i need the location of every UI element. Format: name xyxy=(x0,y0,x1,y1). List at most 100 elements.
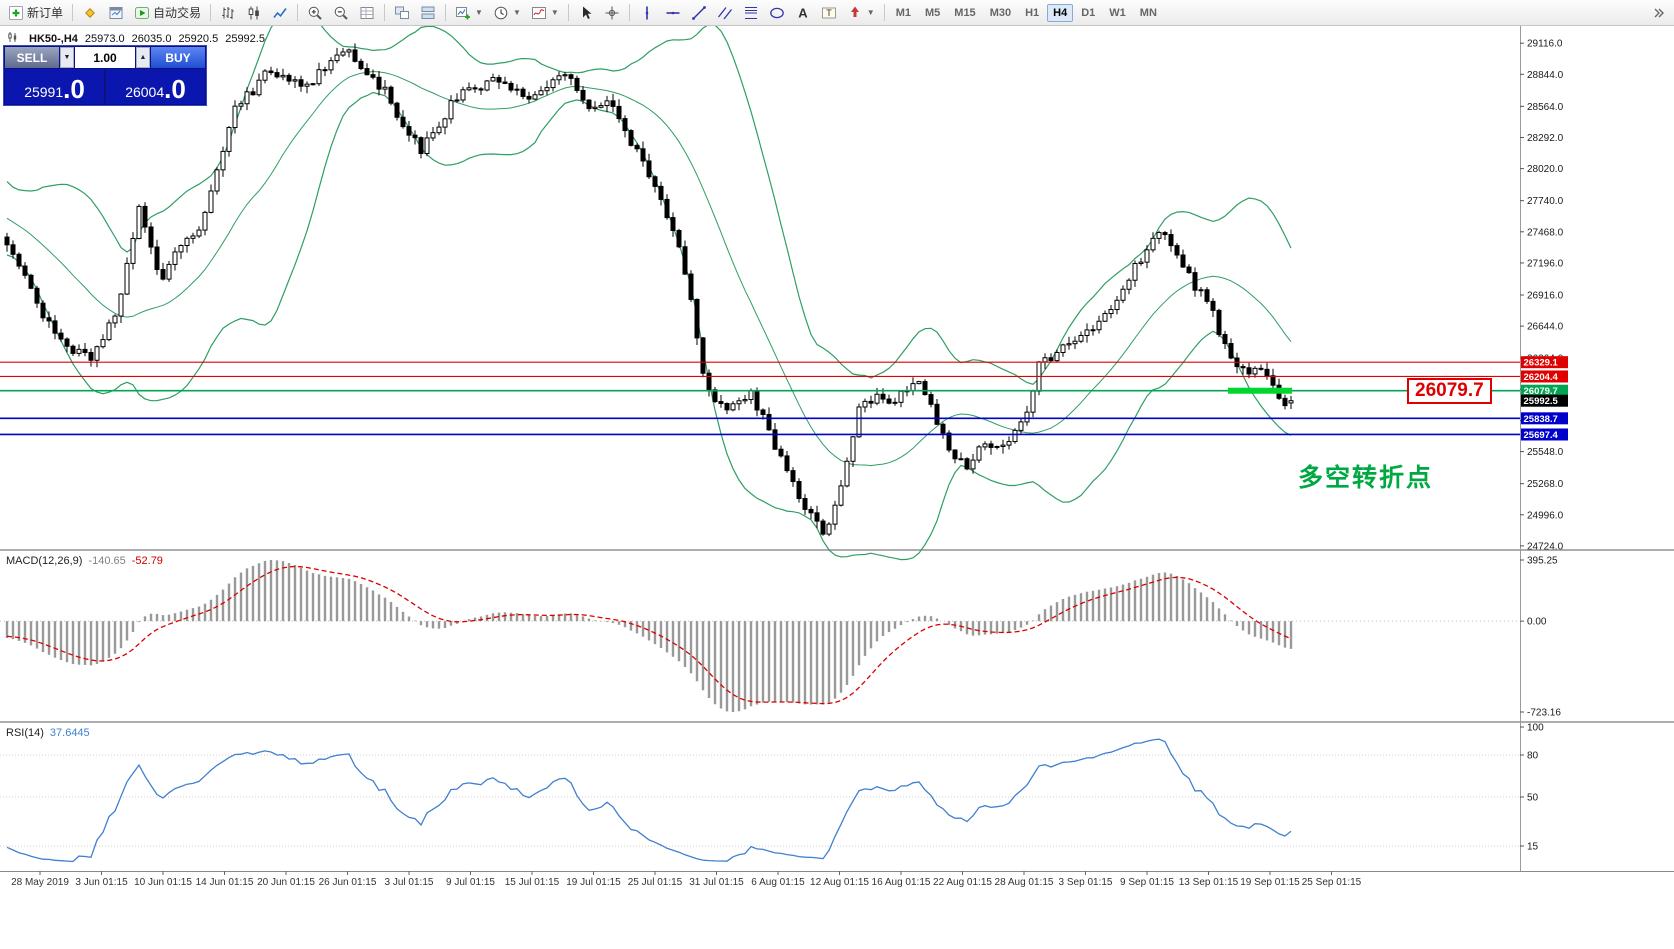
rsi-line xyxy=(6,738,1292,863)
rsi-value: 37.6445 xyxy=(49,727,90,739)
price-tag-26204.4: 26204.4 xyxy=(1521,370,1568,383)
metaeditor-icon xyxy=(82,5,98,21)
new-order-button[interactable]: 新订单 xyxy=(4,1,67,25)
sell-price-display[interactable]: 25991.0 xyxy=(5,69,104,104)
volume-increase-button[interactable]: ▲ xyxy=(136,47,150,68)
price-axis: 29116.0 28844.0 28564.0 28292.0 28020.0 27740… xyxy=(1520,39,1564,552)
one-click-trading-panel: SELL ▼ ▲ BUY 25991.0 26004.0 xyxy=(3,45,207,106)
candlestick-series xyxy=(4,43,1294,537)
template-icon xyxy=(531,5,547,21)
svg-text:15: 15 xyxy=(1527,842,1539,853)
svg-text:26079.7: 26079.7 xyxy=(1524,386,1558,397)
timeframe-m1-button[interactable]: M1 xyxy=(895,6,911,19)
svg-text:14 Jun 01:15: 14 Jun 01:15 xyxy=(196,877,254,888)
periods-button[interactable]: ▼ xyxy=(489,1,525,25)
svg-text:13 Sep 01:15: 13 Sep 01:15 xyxy=(1179,877,1239,888)
shapes-button[interactable] xyxy=(765,1,789,25)
buy-price-display[interactable]: 26004.0 xyxy=(106,69,205,104)
mini-candlestick-icon xyxy=(6,31,22,47)
svg-text:16 Aug 01:15: 16 Aug 01:15 xyxy=(872,877,931,888)
tile-windows-button[interactable] xyxy=(390,1,414,25)
line-chart-button[interactable] xyxy=(268,1,292,25)
cascade-windows-button[interactable] xyxy=(416,1,440,25)
svg-text:9 Sep 01:15: 9 Sep 01:15 xyxy=(1120,877,1174,888)
tile-windows-icon xyxy=(394,5,410,21)
cursor-button[interactable] xyxy=(574,1,598,25)
bar-chart-button[interactable] xyxy=(216,1,240,25)
svg-text:27468.0: 27468.0 xyxy=(1527,227,1564,238)
svg-text:26204.4: 26204.4 xyxy=(1524,372,1559,383)
triangle-down-icon: ▼ xyxy=(63,54,71,61)
ohlc-close: 25992.5 xyxy=(225,33,265,45)
macd-splitter[interactable] xyxy=(0,549,1674,551)
svg-text:28 May 2019: 28 May 2019 xyxy=(11,877,69,888)
chevron-down-icon: ▼ xyxy=(550,8,559,17)
toolbar-separator xyxy=(72,4,74,21)
vertical-line-button[interactable] xyxy=(635,1,659,25)
timeframe-h1-button[interactable]: H1 xyxy=(1025,6,1040,19)
text-label-button[interactable]: T xyxy=(817,1,841,25)
zoom-in-button[interactable] xyxy=(303,1,327,25)
macd-histogram xyxy=(5,560,1293,712)
rsi-splitter[interactable] xyxy=(0,721,1674,723)
svg-text:50: 50 xyxy=(1527,793,1539,804)
candlestick-chart-button[interactable] xyxy=(242,1,266,25)
macd-signal-value: -52.79 xyxy=(131,555,163,567)
timeframe-m30-button[interactable]: M30 xyxy=(989,6,1012,19)
chevron-down-icon: ▼ xyxy=(866,8,875,17)
equidistant-channel-button[interactable] xyxy=(713,1,737,25)
autotrading-button[interactable]: 自动交易 xyxy=(130,1,205,25)
candlestick-icon xyxy=(246,5,262,21)
horizontal-levels: 26329.126204.426079.725992.525838.725697… xyxy=(0,356,1568,441)
sell-button[interactable]: SELL xyxy=(5,47,59,68)
fibonacci-icon xyxy=(743,5,759,21)
timeframe-m5-button[interactable]: M5 xyxy=(925,6,941,19)
timeframe-m15-button[interactable]: M15 xyxy=(954,6,976,19)
svg-text:100: 100 xyxy=(1527,723,1544,734)
zoom-out-button[interactable] xyxy=(329,1,353,25)
new-chart-button[interactable]: ▼ xyxy=(451,1,487,25)
toolbar-separator xyxy=(445,4,447,21)
level-highlight-segment[interactable] xyxy=(1228,387,1292,394)
toolbar-overflow-button[interactable] xyxy=(1646,1,1670,25)
bar-chart-icon xyxy=(220,5,236,21)
text-button[interactable]: A xyxy=(791,1,815,25)
svg-text:24996.0: 24996.0 xyxy=(1527,510,1564,521)
timeframe-d1-button[interactable]: D1 xyxy=(1081,6,1096,19)
svg-text:25268.0: 25268.0 xyxy=(1527,479,1564,490)
toolbar: 新订单 自动交易 ▼ ▼ ▼ A T ▼ M1 M5 M15 M30 H1 H4 D1 W1 MN xyxy=(0,0,1674,26)
arrows-button[interactable]: ▼ xyxy=(843,1,879,25)
zoom-in-icon xyxy=(307,5,323,21)
price-level-callout[interactable]: 26079.7 xyxy=(1407,378,1492,404)
clock-icon xyxy=(493,5,509,21)
svg-text:9 Jul 01:15: 9 Jul 01:15 xyxy=(446,877,495,888)
volume-decrease-button[interactable]: ▼ xyxy=(60,47,74,68)
fibonacci-button[interactable] xyxy=(739,1,763,25)
channel-icon xyxy=(717,5,733,21)
metaeditor-button[interactable] xyxy=(78,1,102,25)
price-tag-25992.5: 25992.5 xyxy=(1521,394,1568,407)
timeframe-mn-button[interactable]: MN xyxy=(1139,6,1157,19)
svg-text:28020.0: 28020.0 xyxy=(1527,164,1564,175)
trendline-icon xyxy=(691,5,707,21)
buy-button[interactable]: BUY xyxy=(151,47,205,68)
chart-text-annotation[interactable]: 多空转折点 xyxy=(1298,464,1434,492)
templates-button[interactable]: ▼ xyxy=(527,1,563,25)
toolbar-separator xyxy=(883,4,885,21)
trendline-button[interactable] xyxy=(687,1,711,25)
horizontal-line-button[interactable] xyxy=(661,1,685,25)
svg-text:80: 80 xyxy=(1527,751,1539,762)
volume-input[interactable] xyxy=(75,47,135,68)
market-watch-button[interactable] xyxy=(104,1,128,25)
indicator-list-button[interactable] xyxy=(355,1,379,25)
svg-text:26329.1: 26329.1 xyxy=(1524,358,1559,369)
timeframe-h4-button[interactable]: H4 xyxy=(1047,3,1074,22)
svg-text:27740.0: 27740.0 xyxy=(1527,196,1564,207)
svg-text:20 Jun 01:15: 20 Jun 01:15 xyxy=(257,877,315,888)
crosshair-button[interactable] xyxy=(600,1,624,25)
macd-main-value: -140.65 xyxy=(88,555,126,567)
shapes-icon xyxy=(769,5,785,21)
timeframe-w1-button[interactable]: W1 xyxy=(1109,6,1126,19)
toolbar-separator xyxy=(628,4,630,21)
svg-text:28844.0: 28844.0 xyxy=(1527,70,1564,81)
